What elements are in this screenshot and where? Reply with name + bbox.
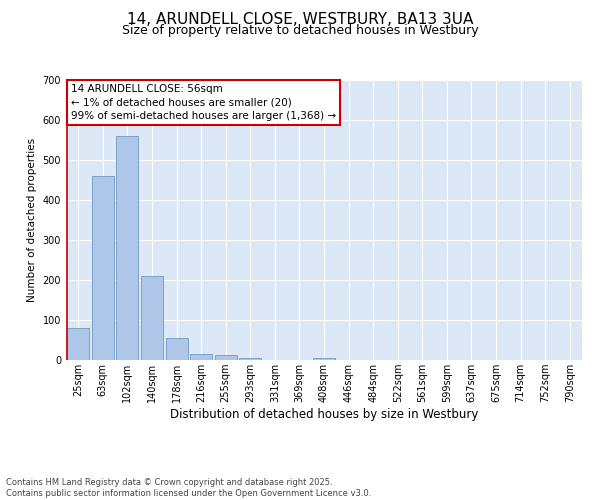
Text: Contains HM Land Registry data © Crown copyright and database right 2025.
Contai: Contains HM Land Registry data © Crown c… — [6, 478, 371, 498]
Bar — [215, 355, 237, 360]
Bar — [313, 358, 335, 360]
Text: 14 ARUNDELL CLOSE: 56sqm
← 1% of detached houses are smaller (20)
99% of semi-de: 14 ARUNDELL CLOSE: 56sqm ← 1% of detache… — [71, 84, 336, 120]
Bar — [190, 354, 212, 360]
Y-axis label: Number of detached properties: Number of detached properties — [27, 138, 37, 302]
Bar — [166, 338, 188, 360]
Bar — [239, 358, 262, 360]
Text: 14, ARUNDELL CLOSE, WESTBURY, BA13 3UA: 14, ARUNDELL CLOSE, WESTBURY, BA13 3UA — [127, 12, 473, 28]
Bar — [92, 176, 114, 360]
Bar — [116, 136, 139, 360]
Bar — [141, 276, 163, 360]
X-axis label: Distribution of detached houses by size in Westbury: Distribution of detached houses by size … — [170, 408, 478, 421]
Text: Size of property relative to detached houses in Westbury: Size of property relative to detached ho… — [122, 24, 478, 37]
Bar — [67, 328, 89, 360]
